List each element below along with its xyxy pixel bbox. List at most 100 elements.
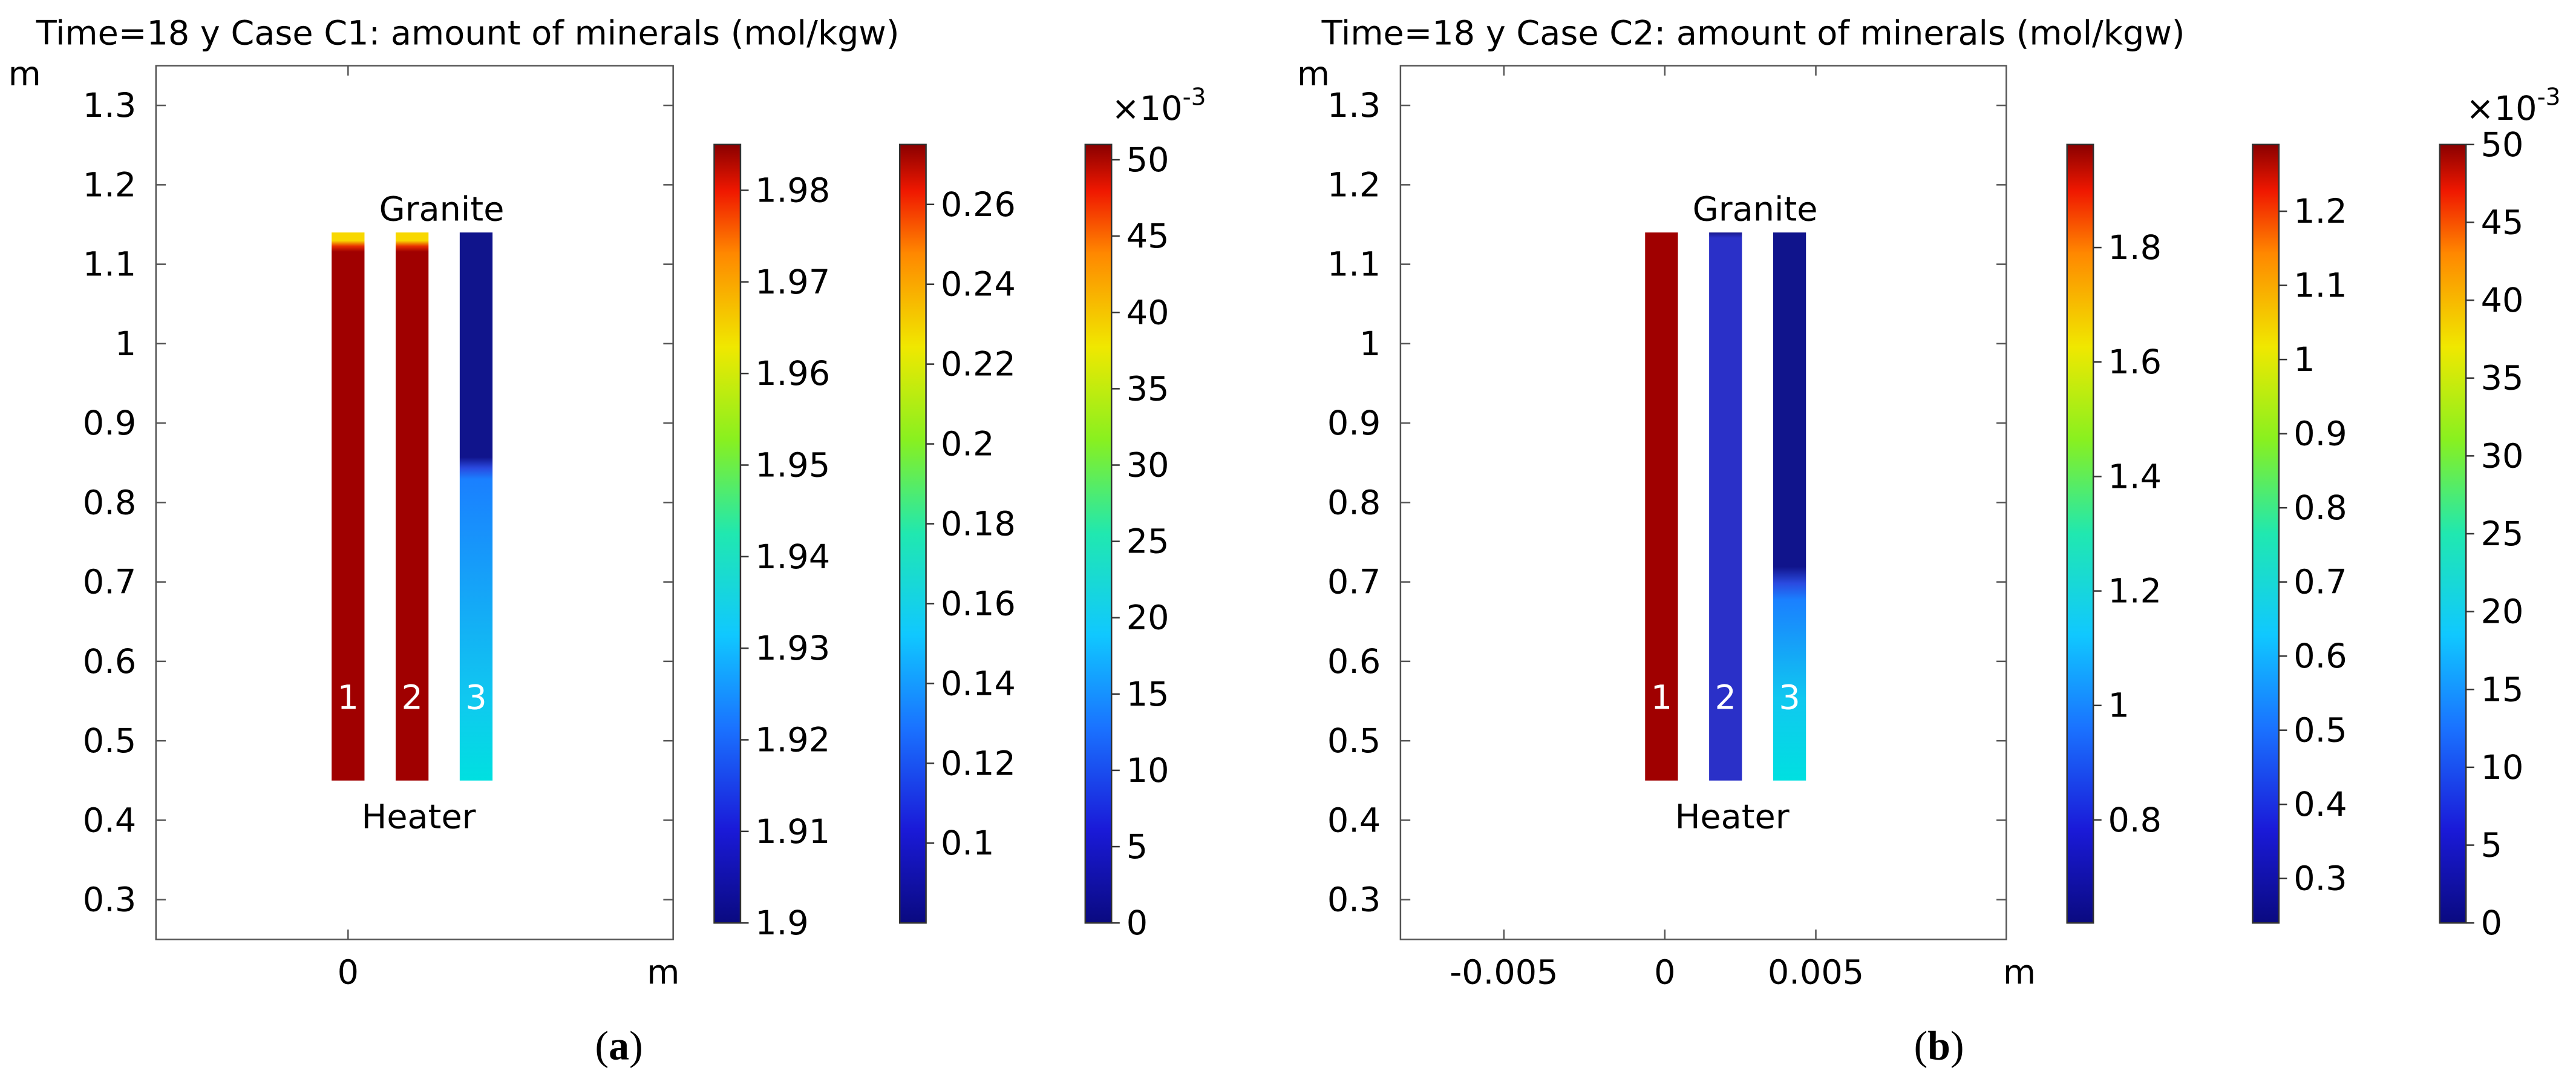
colorbar-tick-label: 0.4 (2293, 785, 2347, 824)
colorbar-tick-label: 0.5 (2293, 711, 2347, 750)
y-tick-label: 1 (1359, 324, 1381, 364)
colorbar-tick-label: 35 (1126, 369, 1169, 408)
caption-letter: a (609, 1023, 629, 1068)
y-tick-label: 1 (115, 324, 136, 364)
chart-title: Time=18 y Case C1: amount of minerals (m… (36, 13, 900, 53)
panel-caption: (a) (595, 1023, 643, 1068)
y-tick-label: 1.2 (1327, 165, 1381, 205)
heater-label: Heater (1675, 798, 1790, 837)
panel-b: Time=18 y Case C2: amount of minerals (m… (1297, 13, 2560, 1068)
colorbar-tick-label: 40 (2481, 281, 2524, 320)
column-1-label: 1 (338, 678, 359, 718)
colorbar-tick-label: 20 (2481, 592, 2524, 632)
colorbar-tick-label: 15 (1126, 675, 1169, 714)
chart-title: Time=18 y Case C2: amount of minerals (m… (1321, 13, 2185, 53)
colorbar-3 (2439, 143, 2467, 924)
y-tick-label: 0.3 (83, 881, 136, 920)
panel-caption: (b) (1914, 1023, 1964, 1068)
colorbar-tick-label: 0.3 (2293, 859, 2347, 899)
colorbar-tick-label: 5 (2481, 826, 2502, 865)
heater-label: Heater (362, 798, 476, 837)
y-tick-label: 0.8 (83, 483, 136, 522)
colorbar-tick-label: 1.93 (755, 629, 830, 668)
exponent-base: ×10 (2466, 89, 2537, 128)
x-axis-unit: m (2003, 953, 2036, 992)
colorbar-tick-label: 0.26 (941, 185, 1016, 225)
column-2-field (396, 232, 429, 781)
column-1-label: 1 (1651, 678, 1672, 718)
colorbar-tick-label: 1.2 (2108, 572, 2162, 611)
exponent-power: -3 (2537, 84, 2561, 111)
colorbar-1 (713, 143, 742, 924)
y-tick-label: 0.6 (83, 642, 136, 681)
colorbar-tick-label: 10 (1126, 751, 1169, 790)
colorbar-tick-label: 25 (2481, 514, 2524, 554)
granite-label: Granite (379, 189, 505, 229)
colorbar-tick-label: 10 (2481, 748, 2524, 787)
y-tick-label: 1.3 (1327, 86, 1381, 125)
colorbar-tick-label: 1.91 (755, 812, 830, 851)
colorbar-2 (898, 143, 927, 924)
colorbar-tick-label: 0.22 (941, 345, 1016, 384)
colorbar-tick-label: 1 (2293, 340, 2315, 379)
colorbar-tick-label: 1.8 (2108, 228, 2162, 267)
y-tick-label: 1.1 (83, 245, 136, 284)
y-tick-label: 0.4 (83, 801, 136, 840)
colorbar-exponent: ×10-3 (1111, 84, 1206, 128)
caption-close: ) (629, 1023, 643, 1068)
colorbar-2 (2252, 143, 2280, 924)
exponent-base: ×10 (1111, 89, 1182, 128)
colorbar-tick-label: 1.97 (755, 263, 830, 302)
colorbar-tick-label: 25 (1126, 522, 1169, 562)
colorbar-tick-label: 1.92 (755, 720, 830, 759)
panel-a: Time=18 y Case C1: amount of minerals (m… (8, 13, 1206, 1068)
y-tick-label: 0.6 (1327, 642, 1381, 681)
column-3-field (1773, 232, 1806, 781)
colorbar-tick-label: 35 (2481, 359, 2524, 398)
colorbar-tick-label: 0.14 (941, 664, 1016, 703)
colorbar-exponent: ×10-3 (2466, 84, 2560, 128)
colorbar-tick-label: 20 (1126, 599, 1169, 638)
colorbar-tick-label: 1.6 (2108, 343, 2162, 382)
y-tick-label: 0.9 (1327, 404, 1381, 443)
colorbar-tick-label: 1.98 (755, 171, 830, 210)
colorbar-tick-label: 0.1 (941, 824, 994, 863)
colorbar-tick-label: 0.6 (2293, 637, 2347, 676)
colorbar-tick-label: 1.1 (2293, 266, 2347, 306)
y-tick-label: 1.3 (83, 86, 136, 125)
colorbar-tick-label: 1 (2108, 686, 2130, 726)
colorbar-tick-label: 1.4 (2108, 457, 2162, 496)
column-2-label: 2 (401, 678, 422, 718)
colorbar-tick-label: 0.2 (941, 425, 994, 464)
x-tick-label: -0.005 (1450, 953, 1558, 992)
column-3-label: 3 (465, 678, 486, 718)
caption-letter: b (1927, 1023, 1950, 1068)
caption-open: ( (595, 1023, 609, 1068)
column-3-field (459, 232, 493, 781)
colorbar-tick-label: 1.9 (755, 904, 808, 943)
column-1-field (1645, 232, 1678, 781)
colorbar-tick-label: 5 (1126, 827, 1148, 867)
x-tick-label: 0 (338, 953, 359, 992)
colorbar-tick-label: 0.12 (941, 744, 1016, 783)
colorbar-tick-label: 30 (1126, 445, 1169, 485)
y-tick-label: 0.7 (1327, 563, 1381, 602)
y-tick-label: 0.9 (83, 404, 136, 443)
x-tick-label: 0 (1654, 953, 1675, 992)
colorbar-tick-label: 45 (1126, 217, 1169, 256)
colorbar-tick-label: 0.18 (941, 505, 1016, 544)
y-tick-label: 1.2 (83, 165, 136, 205)
colorbar-tick-label: 50 (2481, 125, 2524, 165)
colorbar-tick-label: 0.24 (941, 265, 1016, 304)
column-2-label: 2 (1715, 678, 1736, 718)
y-tick-label: 0.4 (1327, 801, 1381, 840)
colorbar-tick-label: 15 (2481, 670, 2524, 709)
colorbar-3 (1084, 143, 1113, 924)
column-2-field (1709, 232, 1742, 781)
caption-open: ( (1914, 1023, 1928, 1068)
y-tick-label: 0.7 (83, 563, 136, 602)
colorbar-tick-label: 0.7 (2293, 563, 2347, 602)
colorbar-tick-label: 40 (1126, 293, 1169, 332)
column-1-field (332, 232, 365, 781)
